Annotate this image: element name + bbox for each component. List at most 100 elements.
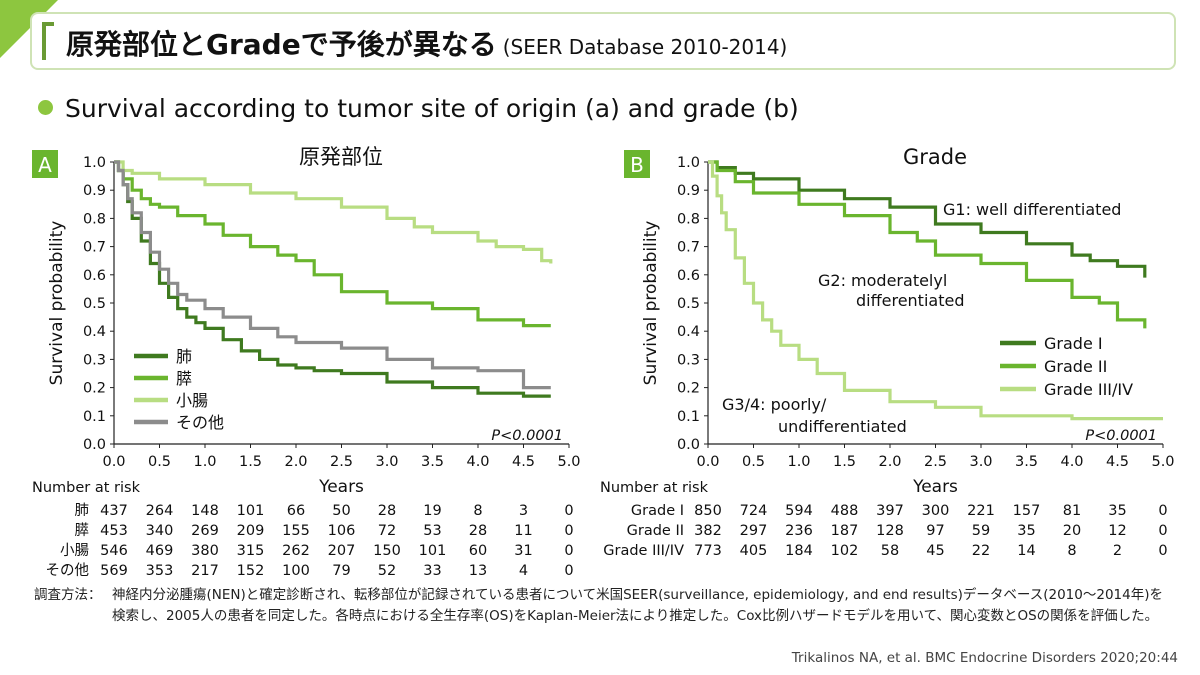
series-line-1 — [114, 160, 551, 328]
risk-cell: 35 — [1108, 503, 1126, 519]
x-tick-label: 2.0 — [284, 454, 307, 470]
risk-table-label: Number at risk — [600, 480, 709, 496]
risk-cell: 773 — [694, 543, 722, 559]
series-line-1 — [708, 160, 1147, 329]
y-tick-label: 0.2 — [83, 381, 106, 397]
x-axis-label: Years — [318, 477, 364, 497]
x-tick-label: 0.5 — [742, 454, 765, 470]
risk-cell: 184 — [785, 543, 813, 559]
legend-label: その他 — [176, 413, 224, 432]
x-tick-label: 3.5 — [421, 454, 444, 470]
risk-cell: 11 — [514, 523, 532, 539]
risk-cell: 106 — [328, 523, 356, 539]
x-tick-label: 1.0 — [787, 454, 810, 470]
chart-title: 原発部位 — [299, 145, 383, 169]
risk-cell: 546 — [100, 543, 128, 559]
risk-row-label: Grade III/IV — [603, 543, 684, 559]
panel-badge-label: A — [38, 153, 52, 177]
risk-cell: 262 — [282, 543, 310, 559]
risk-cell: 0 — [564, 503, 573, 519]
y-tick-label: 1.0 — [83, 155, 106, 171]
chart-annotation: G1: well differentiated — [943, 200, 1121, 219]
title-box: 原発部位とGradeで予後が異なる (SEER Database 2010-201… — [30, 12, 1176, 70]
risk-cell: 405 — [740, 543, 768, 559]
bullet-dot-icon — [38, 99, 53, 115]
risk-cell: 13 — [469, 563, 487, 579]
panel-badge-label: B — [630, 153, 644, 177]
risk-cell: 148 — [191, 503, 219, 519]
risk-cell: 594 — [785, 503, 813, 519]
risk-cell: 81 — [1063, 503, 1081, 519]
chart-panel-b: B Grade 0.0 0.1 0.2 0.3 0.4 0.5 0.6 0.7 0.8 0.9 1.0 0… — [600, 145, 1175, 559]
risk-cell: 437 — [100, 503, 128, 519]
series-line-2 — [708, 160, 1163, 421]
y-tick-label: 0.0 — [677, 437, 700, 453]
risk-row-label: Grade II — [627, 523, 684, 539]
risk-cell: 8 — [473, 503, 482, 519]
risk-cell: 33 — [423, 563, 441, 579]
risk-cell: 79 — [332, 563, 350, 579]
x-tick-label: 4.0 — [466, 454, 489, 470]
x-tick-label: 3.0 — [969, 454, 992, 470]
panel-badge — [32, 150, 58, 178]
risk-cell: 0 — [564, 543, 573, 559]
risk-row-label: 小腸 — [60, 542, 89, 559]
risk-cell: 22 — [972, 543, 990, 559]
risk-cell: 52 — [378, 563, 396, 579]
y-tick-label: 0.7 — [83, 240, 106, 256]
risk-cell: 207 — [328, 543, 356, 559]
risk-cell: 66 — [287, 503, 305, 519]
risk-cell: 269 — [191, 523, 219, 539]
chart-panel-a: A 原発部位 0.0 0.1 0.2 0.3 0.4 0.5 0.6 0.7 0.8 0.9 1.0 0.… — [32, 145, 581, 579]
x-tick-label: 3.5 — [1015, 454, 1038, 470]
risk-cell: 0 — [1158, 523, 1167, 539]
y-tick-label: 0.5 — [677, 296, 700, 312]
risk-table-label: Number at risk — [32, 480, 141, 496]
risk-cell: 100 — [282, 563, 310, 579]
panel-badge — [624, 150, 650, 178]
risk-cell: 724 — [740, 503, 768, 519]
y-tick-label: 0.3 — [677, 352, 700, 368]
x-tick-label: 3.0 — [375, 454, 398, 470]
risk-cell: 59 — [972, 523, 990, 539]
risk-cell: 20 — [1063, 523, 1081, 539]
risk-cell: 150 — [373, 543, 401, 559]
risk-cell: 12 — [1108, 523, 1126, 539]
risk-cell: 488 — [831, 503, 859, 519]
x-tick-label: 4.5 — [512, 454, 535, 470]
x-tick-label: 5.0 — [557, 454, 580, 470]
risk-cell: 28 — [378, 503, 396, 519]
risk-cell: 35 — [1017, 523, 1035, 539]
bullet-text: Survival according to tumor site of orig… — [65, 94, 799, 123]
legend-label: 膵 — [176, 369, 192, 388]
risk-cell: 50 — [332, 503, 350, 519]
x-axis-label: Years — [912, 477, 958, 497]
y-tick-label: 0.0 — [83, 437, 106, 453]
x-tick-label: 0.0 — [102, 454, 125, 470]
y-tick-label: 0.5 — [83, 296, 106, 312]
x-tick-label: 4.5 — [1106, 454, 1129, 470]
y-tick-label: 0.8 — [677, 211, 700, 227]
x-tick-label: 1.0 — [193, 454, 216, 470]
x-tick-label: 0.0 — [696, 454, 719, 470]
risk-cell: 340 — [146, 523, 174, 539]
series-line-0 — [114, 160, 551, 398]
risk-row-label: Grade I — [631, 503, 684, 519]
risk-cell: 300 — [922, 503, 950, 519]
risk-cell: 0 — [564, 563, 573, 579]
method-note: 調査方法： 神経内分泌腫瘍(NEN)と確定診断され、転移部位が記録されている患者… — [34, 585, 1174, 627]
risk-cell: 187 — [831, 523, 859, 539]
risk-cell: 0 — [1158, 543, 1167, 559]
risk-cell: 8 — [1067, 543, 1076, 559]
risk-cell: 155 — [282, 523, 310, 539]
risk-cell: 0 — [1158, 503, 1167, 519]
risk-cell: 0 — [564, 523, 573, 539]
y-tick-label: 0.6 — [83, 268, 106, 284]
risk-cell: 3 — [519, 503, 528, 519]
risk-cell: 236 — [785, 523, 813, 539]
chart-annotation: undifferentiated — [778, 417, 907, 436]
series-line-2 — [114, 160, 553, 264]
x-tick-label: 1.5 — [239, 454, 262, 470]
risk-cell: 53 — [423, 523, 441, 539]
risk-cell: 297 — [740, 523, 768, 539]
